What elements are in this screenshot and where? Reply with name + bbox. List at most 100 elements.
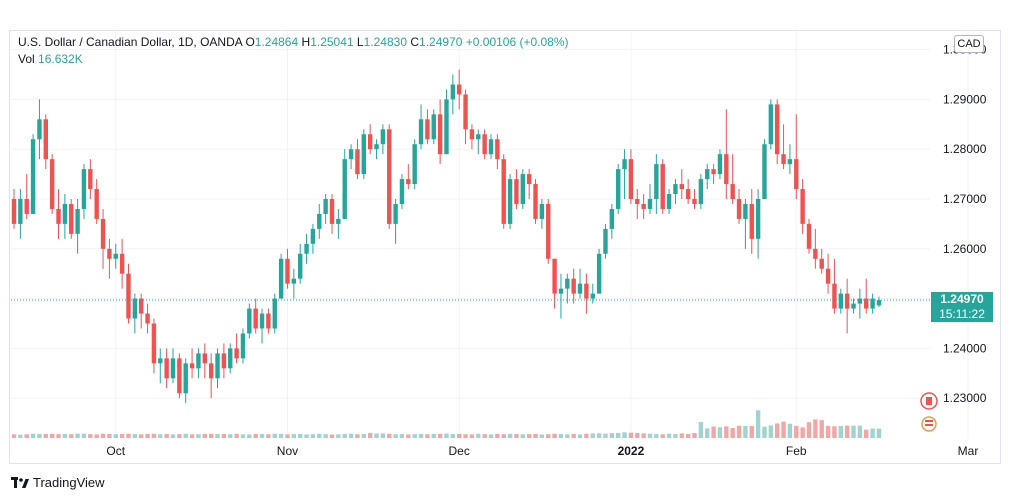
candle[interactable] [800,179,805,234]
candle[interactable] [304,233,309,264]
candle[interactable] [584,273,589,314]
candle[interactable] [177,353,182,399]
candle[interactable] [711,164,716,185]
currency-badge[interactable]: CAD [954,35,984,53]
candle[interactable] [374,139,379,160]
candle[interactable] [202,343,207,379]
candle[interactable] [367,124,373,155]
candle[interactable] [317,203,322,239]
candle[interactable] [736,189,742,224]
candle[interactable] [622,149,627,199]
candle[interactable] [437,99,443,165]
candle[interactable] [285,248,290,289]
candle[interactable] [717,149,723,180]
y-axis[interactable]: 1.230001.240001.250001.260001.270001.280… [943,43,987,406]
candle[interactable] [666,189,672,214]
candle[interactable] [107,238,112,279]
candle[interactable] [685,179,691,204]
candle[interactable] [819,248,824,274]
candle[interactable] [266,308,271,334]
candle[interactable] [832,258,837,314]
candle[interactable] [278,253,284,299]
candle[interactable] [183,358,188,404]
candle[interactable] [469,124,475,150]
candle[interactable] [463,89,468,145]
candle[interactable] [336,208,341,239]
candle[interactable] [234,333,239,364]
candle[interactable] [724,109,729,199]
candle[interactable] [81,164,87,219]
candle[interactable] [755,189,761,259]
candle[interactable] [533,179,538,224]
candle[interactable] [660,159,665,214]
candle[interactable] [43,114,48,170]
candle[interactable] [876,296,882,308]
candle[interactable] [37,99,42,160]
candle[interactable] [253,298,258,334]
candle[interactable] [539,199,545,229]
candle[interactable] [24,174,29,219]
candle[interactable] [825,253,831,294]
candle[interactable] [399,174,405,209]
candle[interactable] [647,184,653,214]
candle[interactable] [170,348,176,384]
candle[interactable] [813,228,818,269]
candle[interactable] [616,164,621,214]
candle[interactable] [571,268,576,304]
candle[interactable] [387,124,392,229]
us-flag-icon[interactable] [921,416,937,432]
candle[interactable] [654,154,659,214]
volume-label[interactable]: Vol [18,52,35,66]
candle[interactable] [113,243,118,269]
candle[interactable] [514,169,519,209]
candle[interactable] [208,353,214,399]
candle[interactable] [221,343,227,379]
candle[interactable] [310,223,316,254]
candle[interactable] [457,69,462,110]
candle[interactable] [787,144,793,175]
candle[interactable] [844,278,850,334]
candle[interactable] [698,174,704,209]
candle[interactable] [558,273,564,319]
candle[interactable] [406,164,411,190]
candle[interactable] [75,199,80,254]
candle[interactable] [526,169,532,199]
candle[interactable] [743,199,748,249]
candle[interactable] [673,179,678,204]
candle[interactable] [342,149,347,219]
candle[interactable] [838,288,843,314]
candle[interactable] [762,139,767,199]
candle[interactable] [164,348,169,389]
candle[interactable] [380,124,386,155]
candle[interactable] [56,189,61,239]
candle[interactable] [291,268,297,299]
candle[interactable] [482,129,487,160]
candle[interactable] [851,298,856,314]
canada-flag-icon[interactable] [920,392,938,410]
candle[interactable] [88,159,93,199]
candle[interactable] [476,129,481,155]
candle[interactable] [565,273,570,304]
candle[interactable] [488,134,494,160]
candle[interactable] [348,144,354,170]
candle[interactable] [628,149,634,204]
candle[interactable] [641,194,646,219]
candle[interactable] [228,343,233,374]
candle[interactable] [603,223,608,259]
candle[interactable] [806,218,812,254]
candle[interactable] [730,154,735,204]
candle[interactable] [705,164,710,190]
candle[interactable] [69,199,74,239]
candle[interactable] [94,179,99,224]
candle[interactable] [30,134,36,214]
candle[interactable] [62,194,68,239]
candle[interactable] [609,203,615,239]
candle[interactable] [425,109,430,145]
candle[interactable] [272,293,277,334]
candle[interactable] [577,268,583,299]
candle[interactable] [679,169,684,199]
candle[interactable] [781,124,786,170]
candle[interactable] [768,99,774,150]
candle[interactable] [794,114,799,199]
